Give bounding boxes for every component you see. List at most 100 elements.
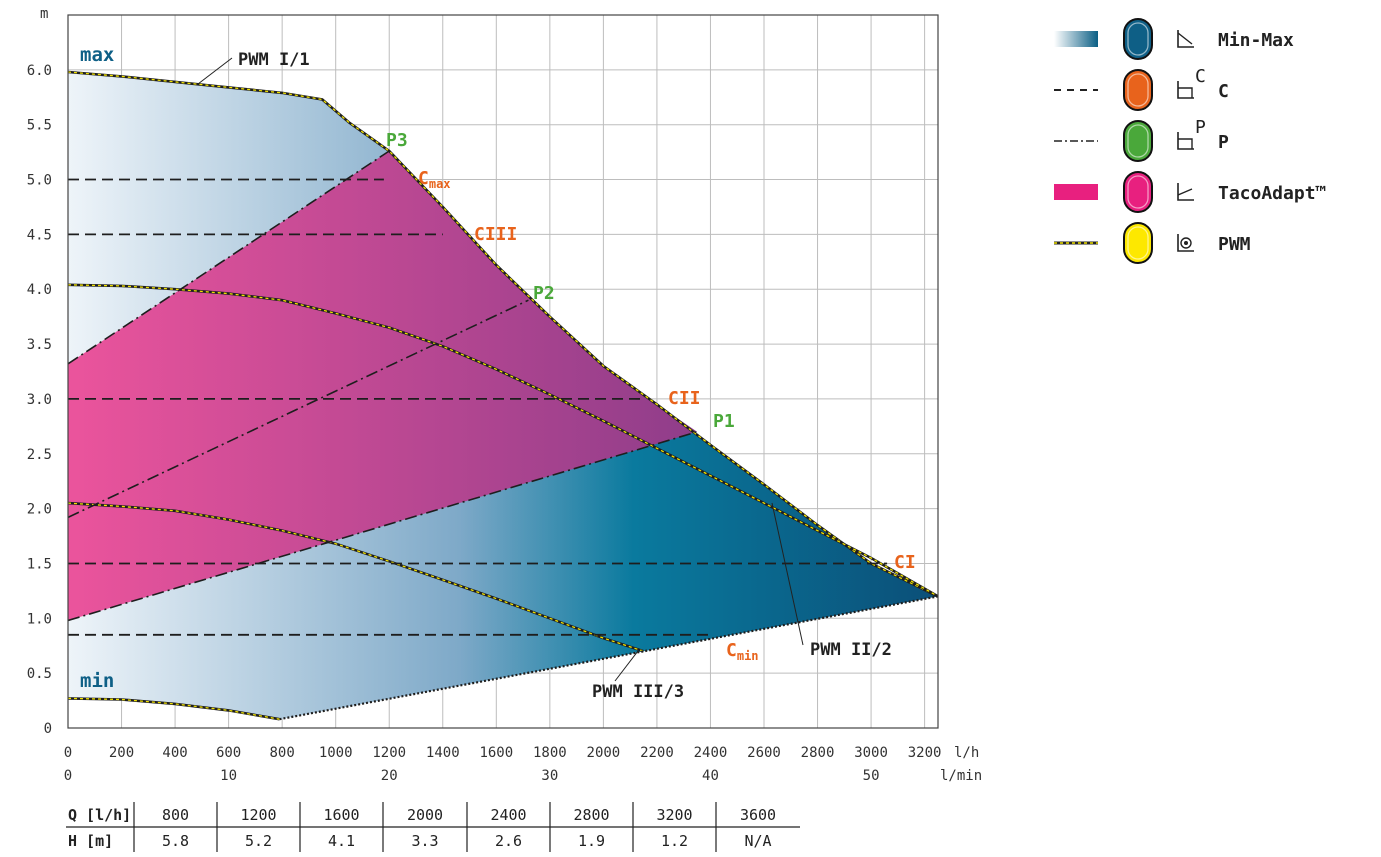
legend-knob-ring	[1127, 175, 1149, 209]
label-cmax: Cmax	[418, 168, 451, 191]
legend-knob-ring	[1127, 73, 1149, 107]
plot-frame	[67, 14, 939, 729]
series-p2-line	[68, 299, 529, 519]
label-pwm-i-1: PWM I/1	[238, 50, 310, 70]
series-pwm-min-line	[68, 697, 280, 721]
table-q-value: 2000	[407, 806, 443, 824]
table-h-value: 2.6	[495, 832, 522, 850]
x-tick-label: 1600	[479, 745, 513, 761]
y-tick-label: 6.0	[27, 63, 52, 79]
pwm-icon-ring	[1180, 237, 1192, 249]
x-tick-label: 2200	[640, 745, 674, 761]
y-tick-label: 5.0	[27, 173, 52, 189]
label-p1: P1	[713, 411, 735, 432]
y-tick-label: 0	[44, 721, 52, 737]
y-tick-label: 3.0	[27, 392, 52, 408]
max-region-label: max	[80, 44, 114, 66]
legend-knob	[1123, 222, 1153, 264]
constant-pressure-icon-mark	[1178, 87, 1193, 98]
y-tick-label: 2.0	[27, 502, 52, 518]
series-p3-line	[68, 150, 390, 365]
proportional-pressure-icon-mark	[1178, 138, 1193, 149]
label-cii: CII	[668, 388, 701, 409]
constant-pressure-icon-axes	[1177, 81, 1194, 99]
x-tick-label: 600	[216, 745, 241, 761]
x-tick-label: 2800	[801, 745, 835, 761]
label-pwm-iii-3: PWM III/3	[592, 682, 684, 702]
x-tick-label: 2400	[694, 745, 728, 761]
operating-regions	[68, 72, 938, 720]
table-q-value: 800	[162, 806, 189, 824]
table-h-value: 5.8	[162, 832, 189, 850]
x-tick-label: 1400	[426, 745, 460, 761]
min-region-label: min	[80, 670, 114, 692]
legend-label: PWM	[1218, 234, 1251, 255]
x-tick-label: 3200	[908, 745, 942, 761]
x-tick-label: 0	[64, 745, 72, 761]
tacoadapt-region	[68, 151, 698, 621]
tacoadapt-icon-axes	[1177, 183, 1194, 201]
legend-knob-ring	[1127, 22, 1149, 56]
legend-knob-ring	[1127, 124, 1149, 158]
legend-label: Min-Max	[1218, 30, 1294, 51]
table-h-label: H [m]	[68, 832, 113, 850]
axis-ticks: 0 0.5 1.0 1.5 2.0 2.5 3.0 3.5 4.0 4.5 5.0 5.5 6.0 0 20…	[27, 63, 942, 784]
y-tick-label: 3.5	[27, 337, 52, 353]
label-ci: CI	[894, 552, 916, 573]
table-q-value: 1600	[323, 806, 359, 824]
tacoadapt-icon	[1177, 183, 1194, 201]
series-pwm-iii-3-yellow	[68, 502, 644, 652]
label-p2: P2	[533, 283, 555, 304]
legend-knob	[1123, 69, 1153, 111]
table-q-value: 3600	[740, 806, 776, 824]
x2-tick-label: 40	[702, 768, 719, 784]
curves	[68, 70, 938, 721]
x2-tick-label: 0	[64, 768, 72, 784]
x-tick-label: 2600	[747, 745, 781, 761]
table-q-label: Q [l/h]	[68, 806, 131, 824]
x-unit-label: l/h	[954, 745, 979, 761]
legend-knob-ring	[1127, 226, 1149, 260]
x2-tick-label: 30	[541, 768, 558, 784]
pwm-icon-dot	[1184, 241, 1188, 245]
table-h-value: 3.3	[411, 832, 438, 850]
min-max-icon	[1177, 30, 1194, 48]
y-unit-label: m	[40, 6, 48, 22]
legend-label: TacoAdapt™	[1218, 183, 1326, 204]
table-h-value: 1.2	[661, 832, 688, 850]
y-tick-label: 4.0	[27, 282, 52, 298]
pwm-icon-axes	[1177, 234, 1194, 252]
x-tick-label: 3000	[854, 745, 888, 761]
table-h-value: 1.9	[578, 832, 605, 850]
min-max-icon-axes	[1177, 30, 1194, 48]
x-tick-label: 1200	[372, 745, 406, 761]
legend-swatch-pink	[1054, 184, 1098, 200]
label-cmax-sub: max	[429, 177, 451, 191]
series-pwm-ii-2-yellow	[68, 284, 938, 597]
curve-labels: max min PWM I/1 PWM II/2 PWM III/3 P3 P2 P1 Cmax…	[80, 44, 916, 702]
y-tick-label: 0.5	[27, 666, 52, 682]
y-tick-label: 4.5	[27, 227, 52, 243]
x-tick-label: 200	[109, 745, 134, 761]
x-tick-label: 400	[162, 745, 187, 761]
legend-label: P	[1218, 132, 1229, 153]
x-tick-label: 1800	[533, 745, 567, 761]
tacoadapt-icon-mark	[1177, 188, 1193, 196]
table-q-value: 3200	[656, 806, 692, 824]
label-pwm-i-1-leader	[197, 57, 233, 85]
label-cmin: Cmin	[726, 640, 759, 663]
x2-tick-label: 10	[220, 768, 237, 784]
y-tick-label: 2.5	[27, 447, 52, 463]
legend-label: C	[1218, 81, 1229, 102]
x-tick-label: 1000	[319, 745, 353, 761]
legend-knob	[1123, 120, 1153, 162]
proportional-pressure-icon: P	[1177, 117, 1206, 150]
label-pwm-ii-2: PWM II/2	[810, 640, 892, 660]
min-max-icon-mark	[1177, 32, 1193, 45]
table-q-value: 2800	[573, 806, 609, 824]
x2-tick-label: 20	[381, 768, 398, 784]
constant-pressure-icon-sup: C	[1195, 66, 1206, 87]
data-table: Q [l/h] H [m] 800 1200 1600 2000 2400 2800 3200 3…	[66, 802, 800, 852]
table-h-value: N/A	[744, 832, 771, 850]
